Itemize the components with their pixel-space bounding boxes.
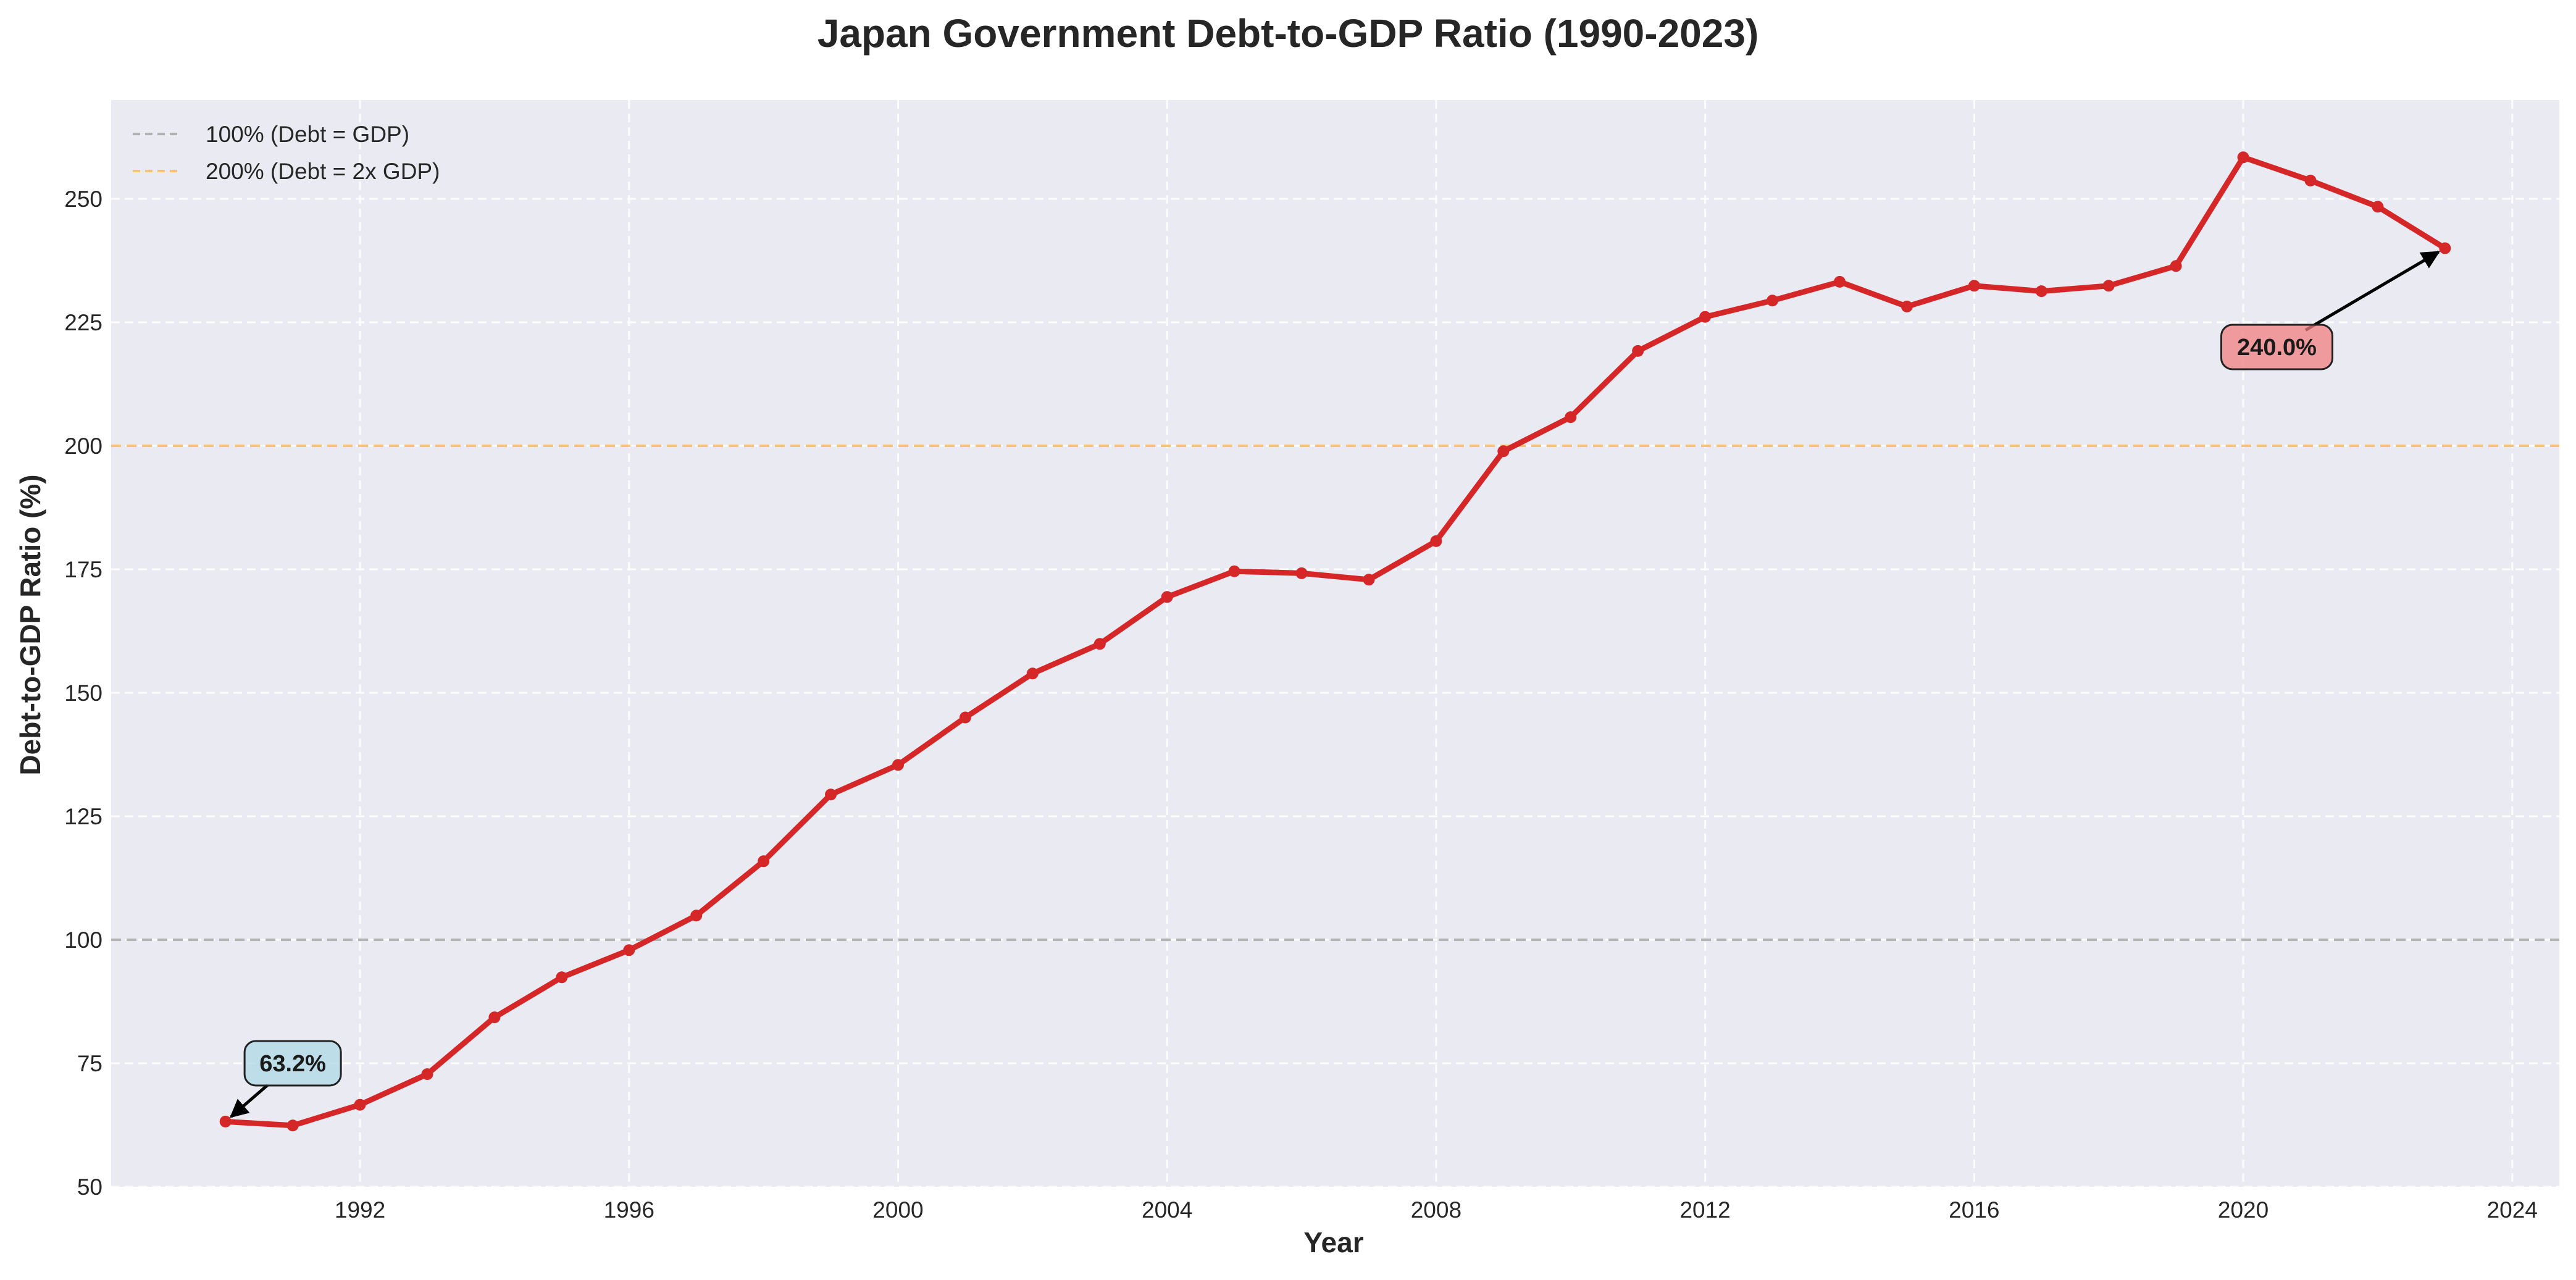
annotations: 63.2% 240.0%: [229, 250, 2441, 1118]
data-point: [2237, 151, 2249, 164]
data-point: [556, 971, 568, 984]
annotation-box: [2220, 324, 2333, 370]
data-point: [2170, 260, 2182, 272]
x-tick-label: 2008: [1411, 1197, 1462, 1223]
data-point: [690, 910, 703, 922]
series-line: [222, 154, 2448, 1129]
data-point: [219, 1115, 232, 1127]
data-point: [2304, 174, 2317, 186]
grid-lines: [111, 100, 2559, 1188]
x-axis-label: Year: [1303, 1226, 1363, 1258]
reference-lines: [111, 445, 2559, 941]
x-tick-label: 2020: [2218, 1197, 2269, 1223]
x-tick-label: 2012: [1679, 1197, 1730, 1223]
data-point: [1632, 345, 1644, 357]
chart-title: Japan Government Debt-to-GDP Ratio (1990…: [818, 11, 1759, 56]
y-tick-label: 125: [64, 804, 102, 829]
data-point: [758, 855, 770, 868]
x-tick-label: 1992: [335, 1197, 385, 1223]
y-tick-label: 75: [77, 1051, 102, 1076]
plot-area: [111, 100, 2559, 1187]
annotation-label: 240.0%: [2237, 335, 2317, 361]
y-tick-label: 225: [64, 310, 102, 335]
data-point: [286, 1119, 299, 1132]
data-point: [2102, 280, 2115, 292]
data-point: [421, 1068, 433, 1081]
data-point: [959, 711, 971, 724]
data-point: [1026, 667, 1039, 680]
y-axis-label: Debt-to-GDP Ratio (%): [14, 474, 46, 775]
annotation-label: 63.2%: [259, 1051, 326, 1077]
data-point: [1565, 411, 1577, 424]
annotation-box: [243, 1040, 342, 1087]
legend: 100% (Debt = GDP) 200% (Debt = 2x GDP): [133, 122, 440, 184]
x-tick-label: 2024: [2487, 1197, 2538, 1223]
data-point: [1094, 638, 1106, 650]
y-tick-label: 150: [64, 680, 102, 706]
data-point: [1161, 591, 1173, 603]
x-tick-label: 1996: [604, 1197, 654, 1223]
data-point: [2372, 201, 2384, 213]
data-point: [2035, 285, 2047, 298]
y-tick-label: 200: [64, 433, 102, 459]
data-point: [1228, 565, 1240, 577]
tick-labels: 50 75 100 125 150 175 200 225 250 1992 1996 2000 200…: [64, 186, 2538, 1223]
data-point: [892, 759, 904, 771]
data-point: [1767, 295, 1779, 307]
data-point: [1699, 311, 1712, 323]
data-point: [488, 1011, 501, 1024]
y-tick-label: 250: [64, 186, 102, 212]
y-tick-label: 175: [64, 557, 102, 582]
data-point: [825, 788, 837, 801]
y-tick-label: 100: [64, 927, 102, 953]
annotation-arrow: [229, 1084, 269, 1118]
data-point: [1295, 567, 1308, 579]
y-tick-label: 50: [77, 1174, 102, 1200]
data-point: [1363, 574, 1375, 586]
data-point: [1430, 535, 1442, 547]
data-point: [1497, 445, 1510, 458]
data-point: [1833, 275, 1846, 288]
data-point: [354, 1098, 366, 1111]
series-layer: [219, 151, 2451, 1132]
x-tick-label: 2004: [1142, 1197, 1192, 1223]
data-point: [1901, 300, 1913, 312]
x-tick-label: 2016: [1949, 1197, 1999, 1223]
legend-label: 200% (Debt = 2x GDP): [206, 159, 440, 184]
legend-label: 100% (Debt = GDP): [206, 122, 409, 147]
annotation-arrow: [2304, 250, 2441, 332]
data-point: [1968, 280, 1980, 292]
x-tick-label: 2000: [872, 1197, 923, 1223]
data-point: [2439, 242, 2451, 254]
data-point: [623, 944, 635, 956]
